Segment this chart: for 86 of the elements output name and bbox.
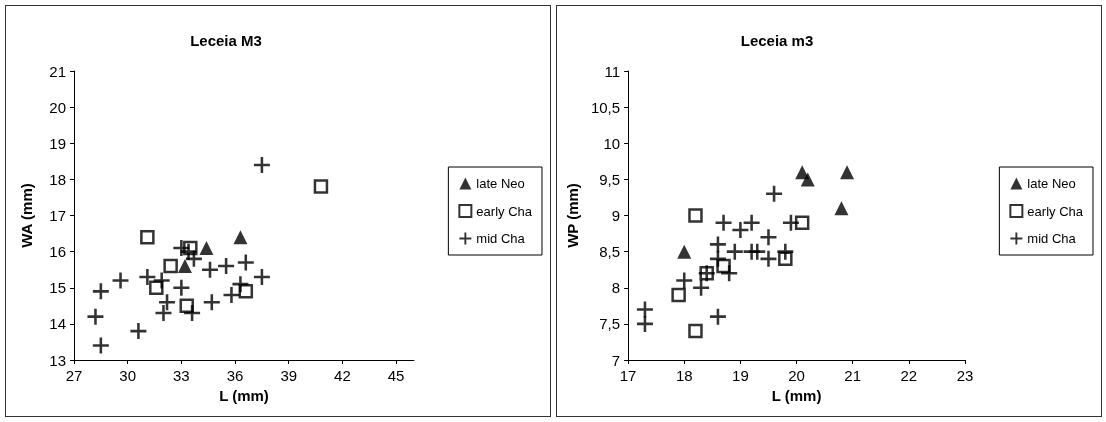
y-tick-label: 7,5 <box>599 315 621 333</box>
x-tick-label: 18 <box>675 367 693 384</box>
point <box>139 268 156 285</box>
y-tick-label: 10,5 <box>590 98 621 116</box>
point <box>688 323 703 339</box>
point <box>179 298 194 314</box>
y-tick-label: 11 <box>604 62 621 80</box>
point <box>92 283 109 300</box>
y-tick-label: 9,5 <box>599 170 621 188</box>
x-tick-label: 22 <box>900 367 918 384</box>
point <box>677 244 692 259</box>
x-axis-title: L (mm) <box>771 387 822 404</box>
y-tick-label: 9 <box>611 207 621 224</box>
point <box>760 229 777 246</box>
point <box>693 279 710 296</box>
point <box>709 236 726 253</box>
y-tick-label: 8 <box>611 279 621 297</box>
x-tick-label: 19 <box>732 367 749 384</box>
point <box>840 165 855 180</box>
x-tick-label: 21 <box>844 367 862 384</box>
point <box>87 308 104 325</box>
x-tick-label: 30 <box>119 367 137 384</box>
y-tick-label: 19 <box>49 134 66 152</box>
point <box>782 214 799 231</box>
point <box>163 258 178 274</box>
point <box>153 272 170 289</box>
point <box>688 208 703 223</box>
point <box>800 172 815 187</box>
y-tick-label: 7 <box>611 351 621 369</box>
point <box>709 308 726 325</box>
y-tick-label: 10 <box>603 134 621 152</box>
point <box>721 265 738 282</box>
point <box>92 337 109 354</box>
point <box>173 279 190 296</box>
y-tick-label: 8,5 <box>599 243 621 261</box>
x-tick-label: 27 <box>65 367 83 384</box>
y-axis-title: WA (mm) <box>18 183 35 248</box>
y-tick-label: 21 <box>49 62 66 80</box>
legend-label: mid Cha <box>1027 231 1077 246</box>
y-tick-label: 16 <box>49 243 66 261</box>
point <box>199 241 214 256</box>
point <box>636 301 653 318</box>
legend-label: late Neo <box>476 176 525 191</box>
point <box>749 243 766 260</box>
point <box>732 221 749 238</box>
y-tick-label: 15 <box>49 279 66 297</box>
point <box>777 243 794 260</box>
point <box>177 259 192 274</box>
x-tick-label: 39 <box>280 367 298 384</box>
legend-label: late Neo <box>1027 176 1076 191</box>
chart-title: Leceia m3 <box>740 32 814 49</box>
x-tick-label: 20 <box>788 367 805 384</box>
point <box>726 243 743 260</box>
point <box>223 286 240 303</box>
x-tick-label: 33 <box>173 367 190 384</box>
y-tick-label: 17 <box>49 207 66 224</box>
x-tick-label: 45 <box>387 367 405 384</box>
point <box>676 272 693 289</box>
point <box>794 215 810 230</box>
point <box>155 305 172 322</box>
point <box>140 229 155 245</box>
legend-label: early Cha <box>476 203 533 219</box>
y-tick-label: 20 <box>49 98 66 116</box>
x-tick-label: 42 <box>334 367 351 384</box>
legend-label: mid Cha <box>476 231 526 246</box>
point <box>743 214 760 231</box>
y-tick-label: 13 <box>49 351 66 369</box>
x-tick-label: 36 <box>226 367 244 384</box>
point <box>112 272 129 289</box>
point <box>233 230 248 245</box>
y-axis-title: WP (mm) <box>564 183 581 248</box>
legend-label: early Cha <box>1027 203 1084 219</box>
point <box>715 214 732 231</box>
x-axis-title: L (mm) <box>219 387 269 404</box>
point <box>202 261 218 278</box>
y-tick-label: 18 <box>49 170 66 188</box>
point <box>834 201 849 216</box>
point <box>130 323 147 340</box>
x-tick-label: 23 <box>956 367 974 384</box>
point <box>313 179 329 194</box>
point <box>671 287 686 303</box>
chart-title: Leceia M3 <box>190 32 262 49</box>
y-tick-label: 14 <box>49 315 66 333</box>
point <box>237 254 254 271</box>
point <box>232 276 249 293</box>
point <box>760 250 777 267</box>
